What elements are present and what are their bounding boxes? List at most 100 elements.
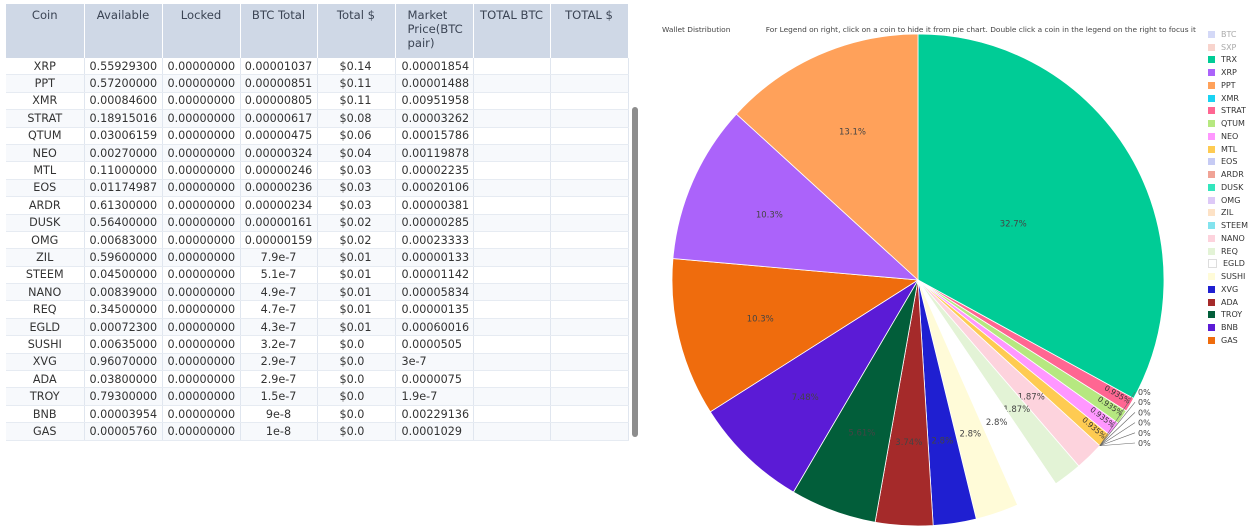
- cell-market-price: 0.00000135: [395, 300, 474, 319]
- legend-item-ppt[interactable]: PPT: [1208, 79, 1248, 92]
- column-header-grand-total-btc[interactable]: TOTAL BTC: [473, 4, 551, 58]
- cell-coin: STEEM: [6, 266, 85, 285]
- legend-swatch: [1208, 94, 1215, 102]
- cell-btc-total: 9e-8: [240, 405, 318, 424]
- cell-coin: EOS: [6, 179, 85, 198]
- wallet-table: Coin Available Locked BTC Total Total $ …: [6, 4, 629, 441]
- cell-coin: GAS: [6, 422, 85, 441]
- cell-locked: 0.00000000: [162, 161, 241, 180]
- column-header-grand-total-usd[interactable]: TOTAL $: [550, 4, 629, 58]
- table-header-row: Coin Available Locked BTC Total Total $ …: [6, 4, 629, 58]
- cell-available: 0.00072300: [84, 318, 163, 337]
- legend-item-troy[interactable]: TROY: [1208, 309, 1248, 322]
- table-row: XMR 0.00084600 0.00000000 0.00000805 $0.11 0.…: [6, 92, 629, 111]
- column-header-locked[interactable]: Locked: [162, 4, 241, 58]
- legend-item-trx[interactable]: TRX: [1208, 54, 1248, 67]
- pie-slice-label: 2.8%: [960, 430, 982, 440]
- legend-label: GAS: [1221, 335, 1238, 345]
- cell-grand-total-usd: [550, 214, 629, 232]
- pie-label-connector: [1099, 412, 1136, 446]
- legend-item-btc[interactable]: BTC: [1208, 28, 1248, 41]
- cell-coin: SUSHI: [6, 335, 85, 354]
- cell-total-usd: $0.02: [317, 214, 396, 232]
- legend-swatch: [1208, 120, 1215, 128]
- column-header-available[interactable]: Available: [84, 4, 163, 58]
- legend-item-qtum[interactable]: QTUM: [1208, 117, 1248, 130]
- pie-label-connector: [1099, 402, 1136, 446]
- table-row: EOS 0.01174987 0.00000000 0.00000236 $0.03 0.…: [6, 179, 629, 198]
- legend-swatch: [1208, 30, 1215, 38]
- table-row: NANO 0.00839000 0.00000000 4.9e-7 $0.01 0.000…: [6, 283, 629, 302]
- cell-total-usd: $0.04: [317, 144, 396, 163]
- column-header-total-usd[interactable]: Total $: [317, 4, 396, 58]
- pie-slice-ppt[interactable]: [735, 33, 919, 281]
- cell-locked: 0.00000000: [162, 387, 241, 406]
- cell-grand-total-btc: [473, 283, 551, 302]
- cell-market-price: 0.0000075: [395, 370, 474, 389]
- legend-item-mtl[interactable]: MTL: [1208, 143, 1248, 156]
- cell-locked: 0.00000000: [162, 300, 241, 319]
- legend-item-eos[interactable]: EOS: [1208, 156, 1248, 169]
- pie-slice-trx[interactable]: [917, 33, 1165, 399]
- cell-grand-total-usd: [550, 370, 629, 389]
- legend-swatch: [1208, 196, 1215, 204]
- cell-available: 0.18915016: [84, 109, 163, 128]
- cell-market-price: 0.00951958: [395, 92, 474, 111]
- cell-btc-total: 0.00000851: [240, 74, 318, 93]
- cell-locked: 0.00000000: [162, 144, 241, 163]
- legend-item-omg[interactable]: OMG: [1208, 194, 1248, 207]
- legend-item-sushi[interactable]: SUSHI: [1208, 270, 1248, 283]
- legend-item-ada[interactable]: ADA: [1208, 296, 1248, 309]
- legend-item-req[interactable]: REQ: [1208, 245, 1248, 258]
- table-row: MTL 0.11000000 0.00000000 0.00000246 $0.03 0.…: [6, 161, 629, 180]
- legend-item-zil[interactable]: ZIL: [1208, 207, 1248, 220]
- column-header-coin[interactable]: Coin: [6, 4, 85, 58]
- cell-locked: 0.00000000: [162, 422, 241, 441]
- legend-item-sxp[interactable]: SXP: [1208, 41, 1248, 54]
- legend-item-bnb[interactable]: BNB: [1208, 321, 1248, 334]
- table-row: XRP 0.55929300 0.00000000 0.00001037 $0.14 0.…: [6, 58, 629, 76]
- legend-item-xvg[interactable]: XVG: [1208, 283, 1248, 296]
- legend-item-xrp[interactable]: XRP: [1208, 66, 1248, 79]
- table-row: GAS 0.00005760 0.00000000 1e-8 $0.0 0.0001029: [6, 422, 629, 441]
- cell-grand-total-btc: [473, 387, 551, 406]
- legend-label: SXP: [1221, 42, 1237, 52]
- cell-available: 0.00635000: [84, 335, 163, 354]
- pie-slice-label: 3.74%: [895, 438, 922, 448]
- cell-market-price: 0.00001142: [395, 266, 474, 285]
- column-header-btc-total[interactable]: BTC Total: [240, 4, 318, 58]
- legend-item-neo[interactable]: NEO: [1208, 130, 1248, 143]
- legend-item-xmr[interactable]: XMR: [1208, 92, 1248, 105]
- legend-item-egld[interactable]: EGLD: [1208, 258, 1248, 271]
- pie-slice-label: 0%: [1138, 429, 1151, 438]
- table-row: BNB 0.00003954 0.00000000 9e-8 $0.0 0.0022913…: [6, 405, 629, 424]
- legend-item-gas[interactable]: GAS: [1208, 334, 1248, 347]
- cell-total-usd: $0.02: [317, 231, 396, 250]
- legend-item-dusk[interactable]: DUSK: [1208, 181, 1248, 194]
- legend-label: QTUM: [1221, 119, 1245, 129]
- legend-swatch: [1208, 247, 1215, 255]
- cell-market-price: 0.00000381: [395, 196, 474, 215]
- pie-slice-gas[interactable]: [671, 258, 920, 413]
- table-scrollbar-thumb[interactable]: [632, 107, 638, 437]
- legend-label: STEEM: [1221, 221, 1248, 231]
- cell-available: 0.01174987: [84, 179, 163, 198]
- pie-label-connector: [1099, 432, 1136, 447]
- pie-label-connector: [1099, 442, 1136, 447]
- pie-slice-xrp[interactable]: [672, 113, 920, 281]
- cell-locked: 0.00000000: [162, 405, 241, 424]
- cell-coin: XVG: [6, 353, 85, 372]
- cell-grand-total-btc: [473, 353, 551, 372]
- legend-item-nano[interactable]: NANO: [1208, 232, 1248, 245]
- legend-swatch: [1208, 336, 1215, 344]
- legend-item-strat[interactable]: STRAT: [1208, 105, 1248, 118]
- legend-swatch: [1208, 324, 1215, 332]
- legend-label: XRP: [1221, 68, 1237, 78]
- pie-slice-bnb[interactable]: [709, 279, 919, 493]
- pie-label-connector: [1099, 422, 1136, 447]
- legend-label: MTL: [1221, 144, 1238, 154]
- legend-item-ardr[interactable]: ARDR: [1208, 168, 1248, 181]
- column-header-market-price[interactable]: Market Price(BTC pair): [395, 4, 474, 58]
- legend-item-steem[interactable]: STEEM: [1208, 219, 1248, 232]
